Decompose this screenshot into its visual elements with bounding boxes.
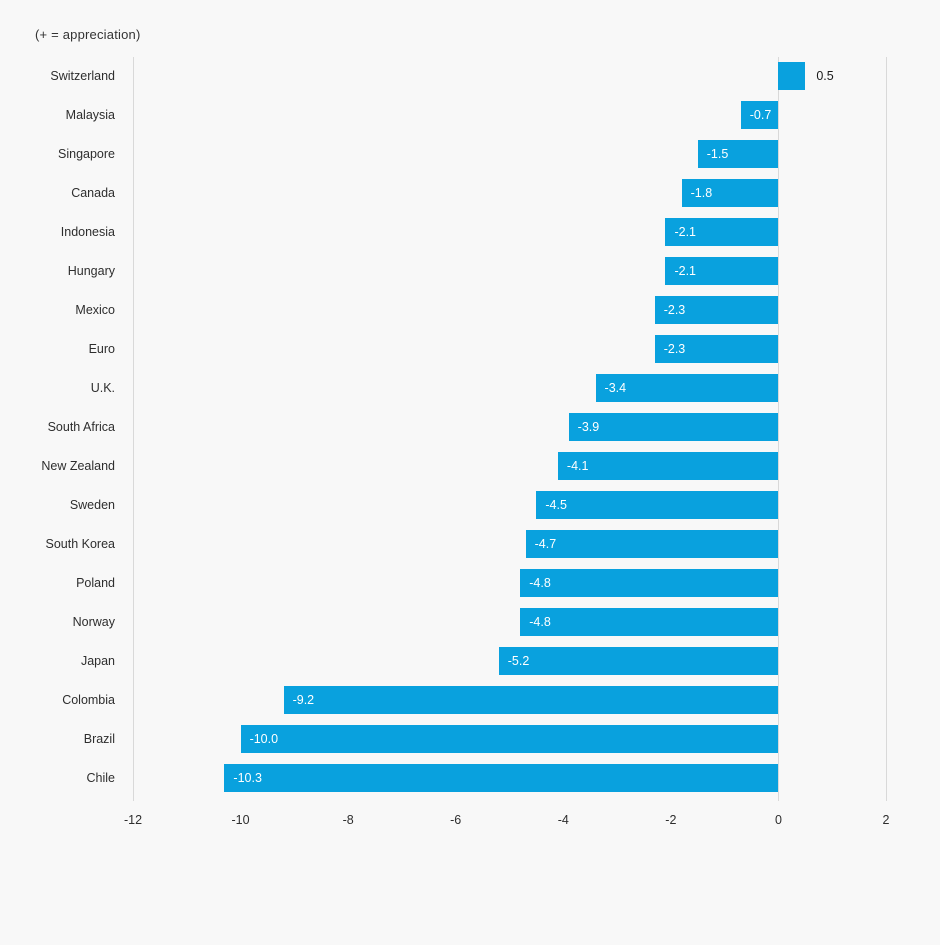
category-label: New Zealand	[41, 458, 115, 473]
gridline-x-2	[885, 57, 887, 801]
category-label: Singapore	[58, 147, 115, 162]
x-tick-label: -8	[342, 813, 354, 827]
category-label: Japan	[80, 653, 115, 668]
category-label: Norway	[72, 614, 115, 629]
value-label: -4.1	[566, 458, 589, 473]
value-label: -1.5	[706, 147, 729, 162]
bar-row: Norway -4.8	[73, 602, 886, 641]
bar-row: Mexico -2.3	[75, 291, 886, 330]
x-tick-label: -12	[123, 813, 143, 827]
value-label: -10.0	[249, 731, 279, 746]
value-label: -3.4	[604, 381, 627, 396]
bar	[568, 412, 779, 441]
bar	[525, 529, 779, 558]
value-label: -3.9	[577, 419, 600, 434]
bar-row: Singapore -1.5	[58, 135, 886, 174]
x-tick-label: -10	[231, 813, 250, 827]
category-label: Brazil	[83, 731, 115, 746]
bar-row: Malaysia -0.7	[66, 96, 886, 135]
bar-row: Colombia -9.2	[62, 680, 886, 719]
x-tick-label: 0	[774, 813, 782, 827]
category-label: Chile	[86, 770, 116, 785]
bar	[740, 101, 779, 130]
bar	[681, 179, 779, 208]
value-label: -9.2	[292, 692, 315, 707]
category-label: Mexico	[75, 303, 115, 318]
value-label: -2.1	[674, 225, 697, 240]
x-tick-label: -6	[450, 813, 462, 827]
category-label: Indonesia	[60, 225, 115, 240]
bar	[778, 62, 806, 91]
bar-row: Euro -2.3	[89, 330, 886, 369]
bar	[224, 763, 779, 792]
value-label: 0.5	[816, 69, 834, 84]
x-tick-label: -4	[557, 813, 569, 827]
category-label: Euro	[88, 342, 115, 357]
bar	[520, 568, 779, 597]
bar	[654, 296, 779, 325]
category-label: South Korea	[45, 536, 116, 551]
category-label: Colombia	[62, 692, 115, 707]
x-tick-label: 2	[882, 813, 890, 827]
bar-row: Hungary -2.1	[68, 252, 886, 291]
bar-row: Brazil -10.0	[84, 719, 886, 758]
gridline-x--12	[132, 57, 134, 801]
bar	[536, 490, 779, 519]
value-label: -2.1	[674, 264, 697, 279]
plot-area: Switzerland 0.5 Malaysia -0.7 Singapore -1.5 C…	[41, 57, 889, 827]
category-label: South Africa	[47, 419, 115, 434]
bar-row: U.K. -3.4	[91, 369, 886, 408]
category-label: Sweden	[69, 497, 115, 512]
bar-row: Poland -4.8	[76, 563, 886, 602]
category-label: U.K.	[90, 381, 115, 396]
bar-row: New Zealand -4.1	[41, 446, 886, 485]
category-label: Switzerland	[50, 69, 115, 84]
bar-row: Chile -10.3	[87, 758, 886, 797]
bar	[654, 335, 779, 364]
value-label: -4.8	[529, 614, 551, 629]
value-label: -5.2	[507, 653, 530, 668]
category-label: Hungary	[67, 264, 115, 279]
category-label: Malaysia	[65, 108, 115, 123]
value-label: -4.8	[529, 575, 551, 590]
bar-row: Canada -1.8	[71, 174, 886, 213]
bar	[240, 724, 779, 753]
bar	[697, 140, 779, 169]
bar-row: South Africa -3.9	[48, 408, 886, 447]
bar	[557, 451, 779, 480]
value-label: -0.7	[749, 108, 772, 123]
bar	[498, 646, 779, 675]
bar	[520, 607, 779, 636]
x-tick-label: -2	[665, 813, 677, 827]
bar-row: Switzerland 0.5	[50, 57, 886, 96]
bar	[665, 257, 779, 286]
value-label: -2.3	[663, 342, 686, 357]
bar-row: Japan -5.2	[81, 641, 886, 680]
bar	[665, 218, 779, 247]
chart-note: (+ = appreciation)	[35, 27, 141, 42]
value-label: -10.3	[233, 770, 262, 785]
bar-row: Indonesia -2.1	[61, 213, 886, 252]
category-label: Poland	[76, 575, 115, 590]
gridline-x-0	[777, 57, 779, 801]
bar-row: South Korea -4.7	[46, 524, 886, 563]
category-label: Canada	[71, 186, 115, 201]
value-label: -2.3	[663, 303, 686, 318]
value-label: -1.8	[690, 186, 713, 201]
value-label: -4.7	[534, 536, 557, 551]
bar	[595, 374, 779, 403]
bar	[283, 685, 779, 714]
bar-row: Sweden -4.5	[70, 485, 886, 524]
value-label: -4.5	[545, 497, 567, 512]
